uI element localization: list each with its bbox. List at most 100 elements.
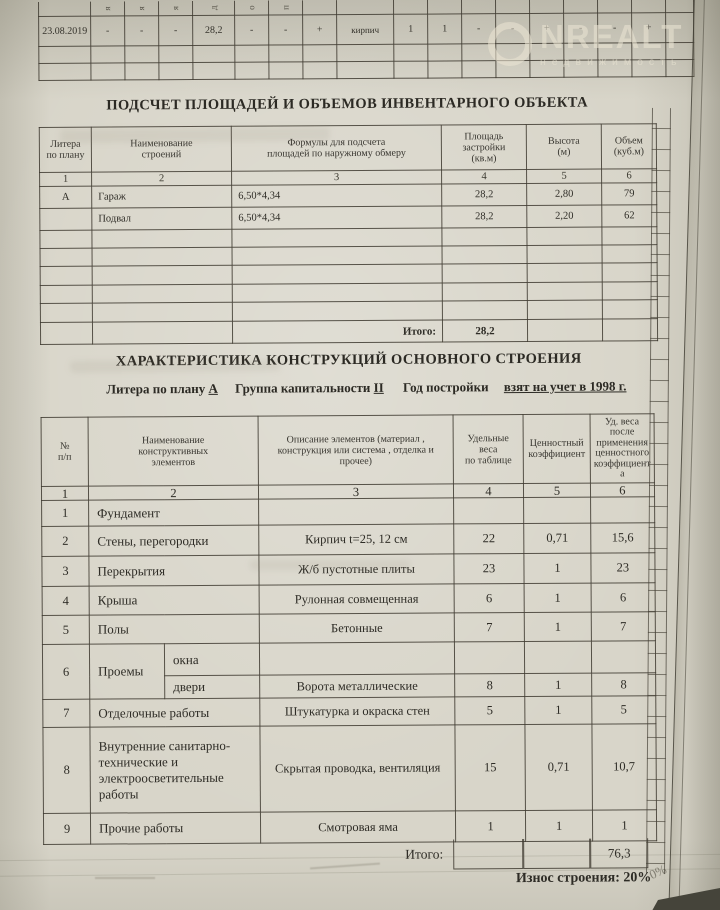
table-cell	[40, 285, 93, 304]
litera-label: Литера по плану	[106, 380, 206, 397]
table-cell	[336, 0, 394, 15]
coef-cell: 1	[524, 612, 592, 642]
year-value: взят на учет в 1998 г.	[503, 378, 627, 395]
table-cell: кирпич	[336, 14, 394, 45]
element-name: Полы	[89, 614, 260, 645]
section2-subtitle: Литера по плану А Группа капитальности I…	[106, 378, 626, 397]
table-cell: -	[461, 13, 496, 44]
table-cell	[631, 42, 666, 60]
volume-cell: 62	[601, 204, 657, 228]
table-row: 23.08.2019 - - - 28,2 - - + кирпич 1 1 -…	[38, 12, 694, 47]
litera-cell: А	[39, 186, 92, 209]
coef-cell: 0,71	[524, 724, 593, 811]
column-number: 3	[258, 483, 454, 500]
area-cell: 28,2	[441, 205, 527, 229]
coef-cell: 1	[524, 673, 592, 697]
total-label: Итого:	[232, 320, 443, 344]
table-cell	[427, 60, 462, 79]
table-cell	[92, 321, 233, 345]
row-number: 2	[41, 526, 89, 557]
table-cell	[38, 63, 91, 81]
column-header: Описание элементов (материал , конструкц…	[258, 414, 454, 486]
table-cell	[92, 302, 233, 323]
row-number: 8	[42, 727, 91, 814]
table-cell	[527, 319, 603, 342]
height-cell: 2,20	[526, 205, 602, 228]
adj-weight-cell: 23	[590, 552, 655, 584]
table-cell	[393, 0, 428, 15]
building-name-cell: Подвал	[91, 207, 232, 231]
table-cell	[597, 59, 632, 78]
area-cell: 28,2	[441, 183, 527, 207]
table-cell	[461, 60, 496, 78]
element-desc	[259, 641, 455, 676]
table-cell	[40, 322, 93, 345]
table-cell	[427, 43, 462, 62]
table-cell	[336, 61, 394, 79]
table-cell	[495, 60, 530, 78]
group-label: Группа капитальности	[235, 379, 371, 396]
table-cell	[602, 244, 658, 264]
coef-cell	[524, 641, 592, 674]
table-cell	[91, 229, 233, 249]
coef-cell	[523, 497, 591, 524]
element-name: Внутренние санитарно- технические и элек…	[89, 726, 261, 814]
table-cell	[124, 62, 159, 80]
total-value: 76,3	[590, 838, 649, 869]
weight-cell: 1	[455, 810, 526, 842]
table-cell: -	[563, 13, 598, 44]
table-cell	[393, 44, 428, 62]
table-cell	[529, 60, 564, 78]
table-cell	[124, 45, 159, 63]
volume-cell: 79	[601, 182, 657, 206]
table-row: 2 Стены, перегородки Кирпич t=25, 12 см …	[41, 522, 655, 557]
table-cell	[39, 230, 93, 249]
column-header: Высота (м)	[526, 124, 602, 170]
column-number: 4	[453, 483, 524, 498]
table-row: 6 Проемы окна	[42, 640, 656, 700]
row-number: 9	[43, 813, 91, 845]
element-name: Отделочные работы	[89, 698, 260, 728]
pencil-mark	[95, 877, 155, 879]
row-number: 4	[42, 586, 90, 616]
column-number: 5	[526, 169, 602, 184]
column-number: 6	[601, 168, 657, 184]
column-header: Площадь застройки (кв.м)	[441, 124, 527, 171]
table-cell	[232, 301, 443, 322]
coef-cell: 1	[525, 810, 593, 842]
table-cell	[631, 59, 666, 77]
table-cell: +	[302, 14, 337, 45]
table-cell	[495, 0, 530, 14]
wear-line: Износ строения: 20%	[405, 870, 652, 888]
table-cell	[427, 0, 462, 15]
adj-weight-cell	[591, 640, 656, 674]
cropped-top-table: я я я д о п 23.08.2019 - - - 28,2 -	[38, 0, 694, 81]
column-number: 3	[231, 170, 442, 186]
opening-sub-label: окна	[164, 643, 260, 676]
building-name-cell: Гараж	[91, 185, 232, 209]
weight-cell: 8	[454, 673, 525, 697]
table-cell: -	[495, 13, 530, 44]
table-cell	[92, 247, 233, 267]
column-number: 1	[39, 172, 92, 187]
table-row: 5 Полы Бетонные 7 1 7	[42, 611, 656, 645]
adj-weight-cell: 6	[591, 582, 656, 613]
table-cell	[527, 300, 603, 320]
table-cell	[192, 62, 235, 80]
table-cell	[90, 62, 125, 81]
total-area-value: 28,2	[442, 319, 528, 343]
formula-cell: 6,50*4,34	[231, 206, 442, 230]
table-cell: +	[631, 12, 666, 43]
table-cell	[526, 227, 603, 246]
table-cell	[527, 263, 603, 283]
column-header: Объем (куб.м)	[601, 123, 657, 170]
table-cell	[441, 227, 528, 247]
bleed-through-smudge	[250, 560, 410, 570]
element-name: Фундамент	[88, 499, 259, 527]
table-cell: я	[158, 1, 193, 16]
coef-cell: 1	[524, 583, 592, 613]
table-cell: -	[90, 15, 125, 47]
formula-cell: 6,50*4,34	[231, 184, 442, 208]
